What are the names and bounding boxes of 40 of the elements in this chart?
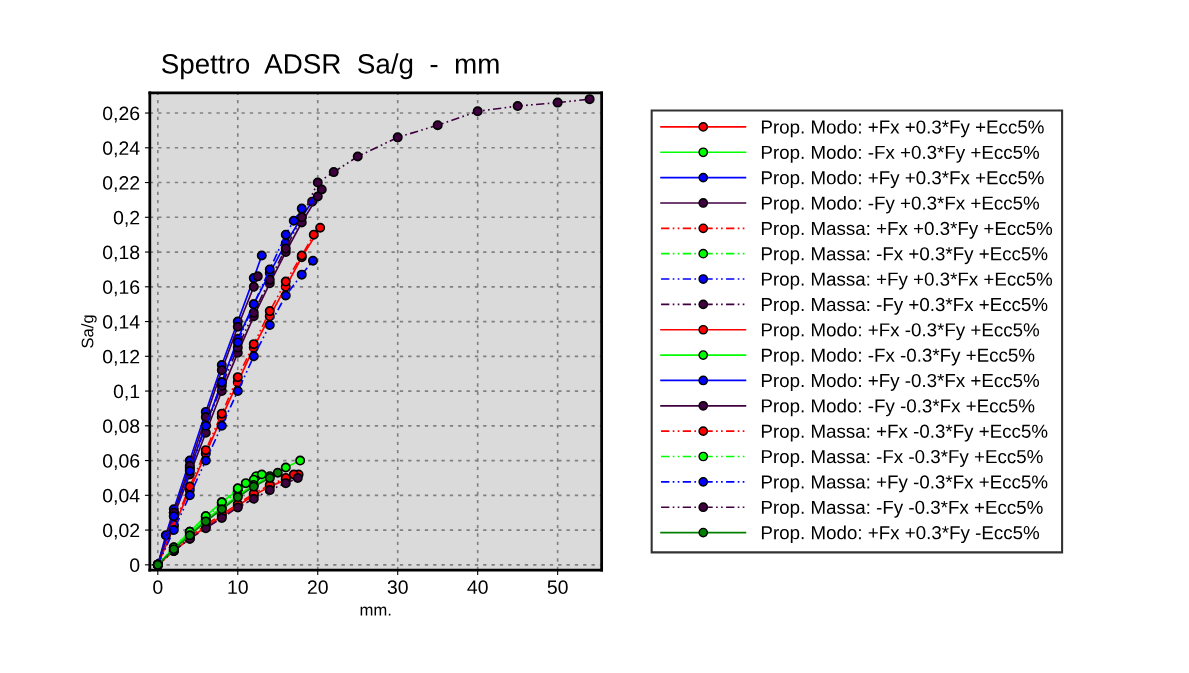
legend-label: Prop. Modo: +Fx -0.3*Fy +Ecc5% (761, 322, 1040, 341)
x-tick-label: 30 (387, 580, 408, 595)
y-tick-label: 0,12 (103, 349, 140, 366)
x-tick-label: 0 (153, 580, 163, 595)
x-axis-title: mm. (360, 606, 391, 616)
legend-label: Prop. Massa: +Fx -0.3*Fy +Ecc5% (761, 424, 1048, 442)
y-axis-title: Sa/g (81, 315, 97, 348)
legend-label: Prop. Modo: -Fy -0.3*Fx +Ecc5% (761, 398, 1035, 417)
legend-label: Prop. Modo: -Fx +0.3*Fy +Ecc5% (761, 145, 1040, 163)
legend-label: Prop. Massa: -Fy +0.3*Fx +Ecc5% (761, 297, 1048, 315)
y-tick-label: 0,18 (103, 245, 140, 262)
y-tick-label: 0,02 (103, 523, 140, 540)
y-tick-label: 0,24 (103, 141, 140, 158)
legend-label: Prop. Modo: +Fx +0.3*Fy -Ecc5% (761, 525, 1040, 544)
chart-title: Spettro ADSR Sa/g - mm (162, 53, 499, 80)
y-tick-label: 0,2 (113, 210, 140, 227)
legend-label: Prop. Modo: -Fy +0.3*Fx +Ecc5% (761, 195, 1040, 214)
y-tick-label: 0,1 (113, 384, 140, 401)
legend-label: Prop. Massa: -Fy -0.3*Fx +Ecc5% (761, 500, 1043, 518)
y-tick-label: 0,16 (103, 280, 140, 297)
legend-label: Prop. Massa: -Fx -0.3*Fy +Ecc5% (761, 449, 1043, 467)
x-tick-label: 50 (547, 580, 568, 595)
x-tick-label: 40 (467, 580, 488, 595)
y-tick-label: 0,04 (103, 488, 140, 505)
y-tick-label: 0,22 (103, 176, 140, 193)
legend-label: Prop. Modo: +Fx +0.3*Fy +Ecc5% (761, 119, 1044, 138)
y-tick-label: 0,06 (103, 454, 140, 471)
legend-label: Prop. Massa: -Fx +0.3*Fy +Ecc5% (761, 247, 1048, 265)
legend-label: Prop. Modo: +Fy -0.3*Fx +Ecc5% (761, 373, 1040, 391)
y-tick-label: 0,08 (103, 419, 140, 436)
y-tick-label: 0,26 (103, 106, 140, 123)
x-tick-label: 20 (307, 580, 328, 595)
legend-label: Prop. Massa: +Fx +0.3*Fy +Ecc5% (761, 221, 1053, 239)
y-tick-label: 0,14 (103, 315, 140, 332)
y-tick-label: 0 (130, 558, 140, 573)
legend-label: Prop. Modo: +Fy +0.3*Fx +Ecc5% (761, 170, 1044, 189)
legend-label: Prop. Massa: +Fy -0.3*Fx +Ecc5% (761, 475, 1048, 493)
legend-label: Prop. Massa: +Fy +0.3*Fx +Ecc5% (761, 272, 1053, 290)
legend-label: Prop. Modo: -Fx -0.3*Fy +Ecc5% (761, 348, 1035, 366)
x-tick-label: 10 (228, 580, 248, 595)
